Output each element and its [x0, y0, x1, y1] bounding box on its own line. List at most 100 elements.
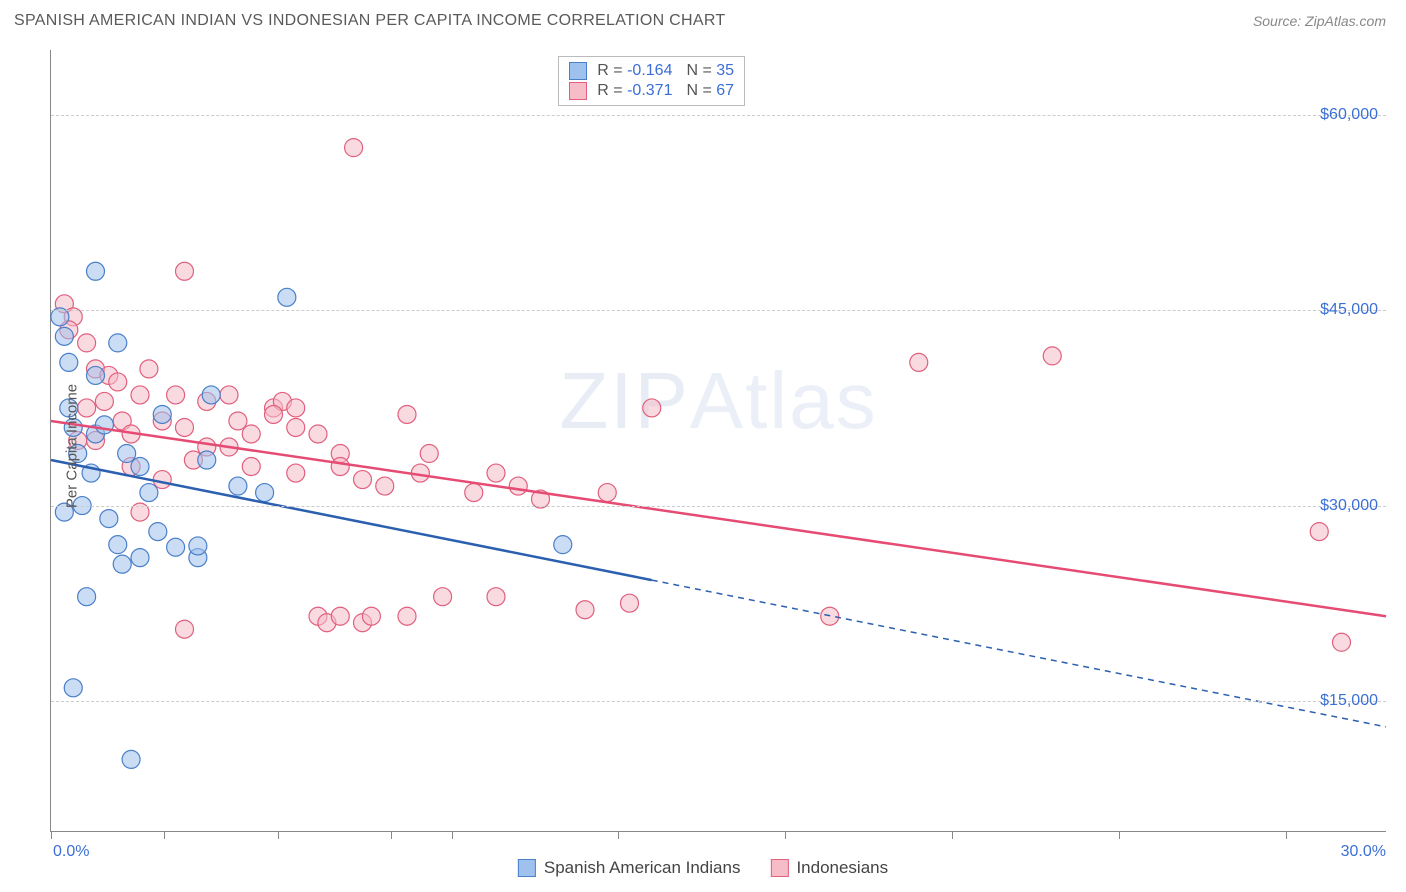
data-point [78, 334, 96, 352]
n-value-pink: 67 [716, 82, 734, 99]
legend-item-blue: Spanish American Indians [518, 858, 741, 878]
data-point [131, 458, 149, 476]
data-point [176, 620, 194, 638]
data-point [362, 607, 380, 625]
data-point [113, 555, 131, 573]
data-point [109, 536, 127, 554]
data-point [598, 484, 616, 502]
data-point [60, 353, 78, 371]
data-point [198, 451, 216, 469]
gridline [51, 701, 1386, 702]
data-point [153, 405, 171, 423]
data-point [621, 594, 639, 612]
xtick [51, 831, 52, 839]
data-point [100, 510, 118, 528]
data-point [487, 464, 505, 482]
data-point [910, 353, 928, 371]
chart-title: SPANISH AMERICAN INDIAN VS INDONESIAN PE… [14, 12, 726, 30]
data-point [109, 334, 127, 352]
xtick [952, 831, 953, 839]
data-point [398, 607, 416, 625]
data-point [167, 386, 185, 404]
r-value-blue: -0.164 [627, 62, 672, 79]
data-point [265, 405, 283, 423]
xtick [785, 831, 786, 839]
data-point [140, 360, 158, 378]
ytick-label: $15,000 [1320, 692, 1378, 710]
legend-swatch-pink [770, 859, 788, 877]
data-point [345, 139, 363, 157]
data-point [287, 464, 305, 482]
data-point [434, 588, 452, 606]
data-point [118, 445, 136, 463]
data-point [242, 425, 260, 443]
data-point [87, 262, 105, 280]
data-point [256, 484, 274, 502]
data-point [220, 386, 238, 404]
data-point [287, 418, 305, 436]
data-point [331, 607, 349, 625]
data-point [420, 445, 438, 463]
chart-plot-area: ZIPAtlas R = -0.164N = 35 R = -0.371N = … [50, 50, 1386, 832]
data-point [87, 366, 105, 384]
scatter-svg [51, 50, 1386, 831]
series-legend: Spanish American Indians Indonesians [518, 858, 888, 878]
data-point [229, 477, 247, 495]
legend-swatch-blue [518, 859, 536, 877]
legend-item-pink: Indonesians [770, 858, 888, 878]
correlation-row-blue: R = -0.164N = 35 [569, 61, 734, 81]
xtick-label-max: 30.0% [1341, 843, 1386, 861]
xtick [1119, 831, 1120, 839]
data-point [1310, 523, 1328, 541]
swatch-blue [569, 62, 587, 80]
data-point [1043, 347, 1061, 365]
data-point [309, 425, 327, 443]
legend-label-pink: Indonesians [796, 858, 888, 878]
xtick [278, 831, 279, 839]
data-point [229, 412, 247, 430]
trend-line-dashed [652, 580, 1386, 727]
xtick [618, 831, 619, 839]
data-point [643, 399, 661, 417]
data-point [1333, 633, 1351, 651]
data-point [78, 588, 96, 606]
xtick [164, 831, 165, 839]
correlation-legend: R = -0.164N = 35 R = -0.371N = 67 [558, 56, 745, 106]
data-point [576, 601, 594, 619]
gridline [51, 310, 1386, 311]
legend-label-blue: Spanish American Indians [544, 858, 741, 878]
xtick [452, 831, 453, 839]
data-point [331, 458, 349, 476]
trend-line-solid [51, 421, 1386, 616]
chart-header: SPANISH AMERICAN INDIAN VS INDONESIAN PE… [0, 0, 1406, 38]
data-point [95, 416, 113, 434]
data-point [376, 477, 394, 495]
gridline [51, 115, 1386, 116]
ytick-label: $30,000 [1320, 497, 1378, 515]
xtick [391, 831, 392, 839]
data-point [95, 392, 113, 410]
y-axis-label: Per Capita Income [64, 384, 81, 508]
data-point [131, 549, 149, 567]
data-point [202, 386, 220, 404]
chart-source: Source: ZipAtlas.com [1253, 13, 1386, 29]
data-point [140, 484, 158, 502]
ytick-label: $60,000 [1320, 106, 1378, 124]
gridline [51, 506, 1386, 507]
data-point [109, 373, 127, 391]
r-value-pink: -0.371 [627, 82, 672, 99]
data-point [176, 418, 194, 436]
ytick-label: $45,000 [1320, 301, 1378, 319]
data-point [398, 405, 416, 423]
correlation-row-pink: R = -0.371N = 67 [569, 81, 734, 101]
data-point [189, 537, 207, 555]
data-point [149, 523, 167, 541]
data-point [278, 288, 296, 306]
data-point [354, 471, 372, 489]
swatch-pink [569, 82, 587, 100]
xtick-label-min: 0.0% [53, 843, 89, 861]
data-point [242, 458, 260, 476]
data-point [153, 471, 171, 489]
n-value-blue: 35 [716, 62, 734, 79]
data-point [122, 750, 140, 768]
